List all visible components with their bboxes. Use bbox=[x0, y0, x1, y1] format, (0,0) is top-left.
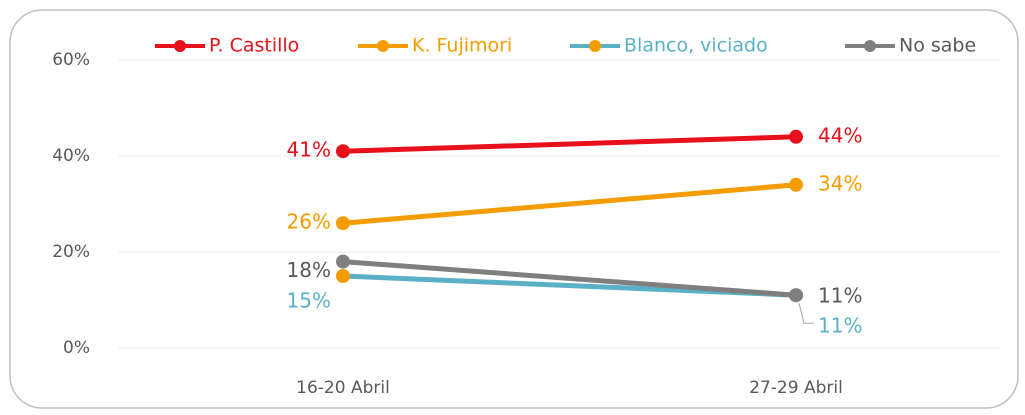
series-line bbox=[342, 182, 797, 226]
marker bbox=[789, 177, 803, 192]
marker bbox=[789, 288, 803, 303]
series-line bbox=[342, 259, 797, 298]
legend-label: Blanco, viciado bbox=[624, 35, 768, 57]
legend-marker bbox=[377, 40, 389, 52]
legend-label: P. Castillo bbox=[209, 35, 299, 57]
data-label: 26% bbox=[287, 210, 331, 234]
marker bbox=[789, 129, 803, 144]
y-tick-label: 0% bbox=[63, 338, 90, 358]
data-label: 11% bbox=[818, 284, 862, 308]
data-label: 15% bbox=[287, 289, 331, 313]
y-tick-label: 40% bbox=[52, 146, 90, 166]
data-label: 11% bbox=[818, 314, 862, 338]
x-tick-label: 16-20 Abril bbox=[296, 378, 390, 398]
data-label: 44% bbox=[818, 123, 862, 147]
legend-marker bbox=[174, 40, 186, 52]
y-tick-label: 60% bbox=[52, 50, 90, 70]
data-label: 34% bbox=[818, 171, 862, 195]
marker bbox=[336, 269, 350, 283]
data-label: 41% bbox=[287, 138, 331, 162]
leader-line bbox=[798, 303, 814, 324]
legend-marker bbox=[864, 40, 876, 52]
legend-label: K. Fujimori bbox=[412, 35, 512, 57]
marker bbox=[336, 144, 350, 159]
y-tick-label: 20% bbox=[52, 242, 90, 262]
marker bbox=[336, 254, 350, 269]
legend-label: No sabe bbox=[899, 35, 976, 57]
marker bbox=[336, 216, 350, 231]
series-line bbox=[342, 134, 797, 154]
data-label: 18% bbox=[287, 258, 331, 282]
legend-marker bbox=[589, 40, 601, 52]
x-tick-label: 27-29 Abril bbox=[749, 378, 843, 398]
